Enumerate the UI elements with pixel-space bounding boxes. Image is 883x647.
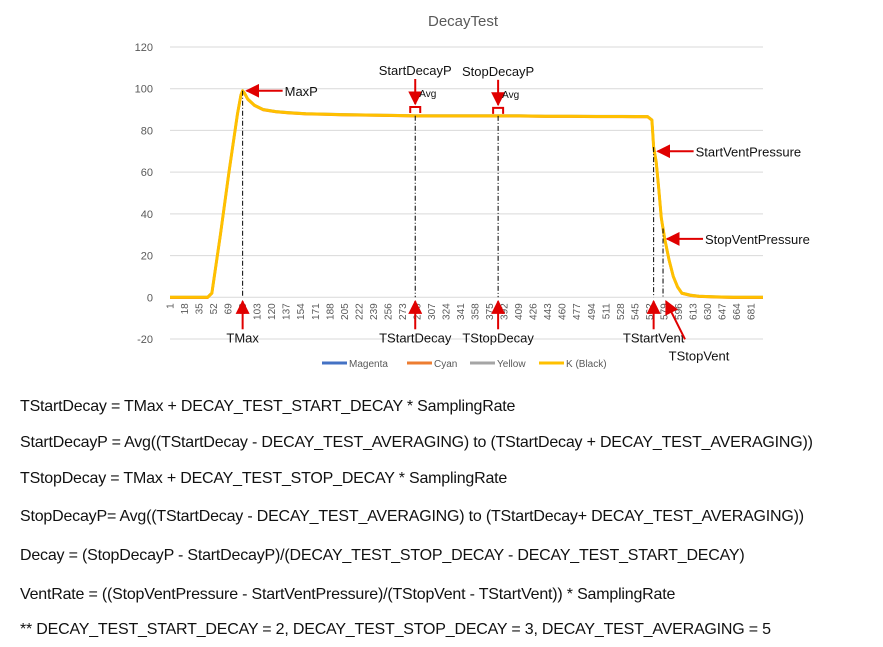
x-tick-label: 290 bbox=[412, 303, 423, 320]
x-tick-label: 358 bbox=[471, 303, 482, 320]
x-tick-label: 188 bbox=[325, 303, 336, 320]
x-tick-label: 647 bbox=[717, 303, 728, 320]
x-tick-label: 205 bbox=[340, 303, 351, 320]
x-tick-label: 392 bbox=[500, 303, 511, 320]
series-line-2 bbox=[170, 89, 763, 299]
x-tick-label: 69 bbox=[224, 303, 235, 315]
legend-label: Magenta bbox=[349, 359, 388, 370]
x-tick-label: 630 bbox=[703, 303, 714, 320]
y-tick-label: 120 bbox=[135, 42, 153, 54]
y-axis-ticks: -20 0 20 40 60 80 100 120 bbox=[135, 42, 153, 346]
averaging-bracket bbox=[492, 106, 505, 114]
series-line-0 bbox=[170, 89, 763, 299]
formula-decay: Decay = (StopDecayP - StartDecayP)/(DECA… bbox=[20, 547, 745, 564]
tstopvent-label: TStopVent bbox=[669, 348, 730, 363]
y-tick-label: -20 bbox=[137, 334, 153, 346]
x-tick-label: 52 bbox=[209, 303, 220, 315]
time-label: TMax bbox=[226, 330, 259, 345]
y-tick-label: 80 bbox=[141, 125, 153, 137]
formula-ventrate: VentRate = ((StopVentPressure - StartVen… bbox=[20, 586, 676, 603]
time-label: TStopDecay bbox=[462, 330, 534, 345]
chart-title: DecayTest bbox=[428, 13, 499, 30]
x-tick-label: 120 bbox=[267, 303, 278, 320]
x-tick-label: 681 bbox=[747, 303, 758, 320]
x-tick-label: 18 bbox=[180, 303, 191, 315]
decayp-label: StartDecayP bbox=[379, 63, 452, 78]
x-tick-label: 239 bbox=[369, 303, 380, 320]
y-tick-label: 20 bbox=[141, 251, 153, 263]
formula-tstartdecay: TStartDecay = TMax + DECAY_TEST_START_DE… bbox=[20, 398, 516, 415]
time-label: TStartDecay bbox=[379, 330, 452, 345]
averaging-bracket bbox=[409, 105, 422, 113]
time-label: TStartVent bbox=[623, 330, 685, 345]
marker-lines bbox=[242, 90, 664, 298]
series-line-3 bbox=[170, 89, 763, 299]
formula-tstopdecay: TStopDecay = TMax + DECAY_TEST_STOP_DECA… bbox=[20, 470, 508, 487]
legend: Magenta Cyan Yellow K (Black) bbox=[322, 359, 607, 370]
x-tick-label: 528 bbox=[616, 303, 627, 320]
series-lines bbox=[170, 89, 763, 299]
x-tick-label: 511 bbox=[601, 303, 612, 319]
y-tick-label: 100 bbox=[135, 84, 153, 96]
x-tick-label: 375 bbox=[485, 303, 496, 320]
x-tick-label: 494 bbox=[587, 303, 598, 320]
x-tick-label: 426 bbox=[529, 303, 540, 320]
decayp-label: StopDecayP bbox=[462, 64, 534, 79]
formula-constants: ** DECAY_TEST_START_DECAY = 2, DECAY_TES… bbox=[20, 621, 771, 638]
x-tick-label: 103 bbox=[253, 303, 264, 320]
x-tick-label: 307 bbox=[427, 303, 438, 320]
x-tick-label: 256 bbox=[383, 303, 394, 320]
x-tick-label: 477 bbox=[572, 303, 583, 320]
x-tick-label: 341 bbox=[456, 303, 467, 320]
maxp-label: MaxP bbox=[285, 84, 318, 99]
tstopvent-arrow bbox=[665, 300, 686, 340]
x-tick-label: 154 bbox=[296, 303, 307, 320]
avg-label: Avg bbox=[502, 90, 519, 101]
legend-label: Cyan bbox=[434, 359, 457, 370]
x-tick-label: 664 bbox=[732, 303, 743, 320]
avg-label: Avg bbox=[419, 89, 436, 100]
x-tick-label: 460 bbox=[558, 303, 569, 320]
x-tick-label: 273 bbox=[398, 303, 409, 320]
series-line-1 bbox=[170, 89, 763, 299]
gridlines bbox=[170, 46, 763, 340]
x-tick-label: 35 bbox=[195, 303, 206, 315]
x-tick-label: 171 bbox=[311, 303, 322, 320]
x-tick-label: 579 bbox=[659, 303, 670, 320]
startventpressure-label: StartVentPressure bbox=[696, 144, 802, 159]
x-tick-label: 443 bbox=[543, 303, 554, 320]
stopventpressure-label: StopVentPressure bbox=[705, 232, 810, 247]
y-tick-label: 40 bbox=[141, 209, 153, 221]
x-tick-label: 613 bbox=[688, 303, 699, 320]
formula-startdecayp: StartDecayP = Avg((TStartDecay - DECAY_T… bbox=[20, 434, 813, 451]
x-tick-label: 545 bbox=[630, 303, 641, 320]
x-tick-label: 137 bbox=[282, 303, 293, 320]
y-tick-label: 60 bbox=[141, 167, 153, 179]
x-tick-label: 1 bbox=[166, 303, 177, 309]
annotations: MaxP StartDecayP Avg StopDecayP Avg StartVent… bbox=[226, 63, 809, 363]
y-tick-label: 0 bbox=[147, 292, 153, 304]
x-tick-label: 409 bbox=[514, 303, 525, 320]
legend-label: Yellow bbox=[497, 359, 526, 370]
x-tick-label: 222 bbox=[354, 303, 365, 320]
x-tick-label: 324 bbox=[441, 303, 452, 320]
legend-label: K (Black) bbox=[566, 359, 607, 370]
x-tick-label: 596 bbox=[674, 303, 685, 320]
formula-stopdecayp: StopDecayP= Avg((TStartDecay - DECAY_TES… bbox=[20, 508, 804, 525]
